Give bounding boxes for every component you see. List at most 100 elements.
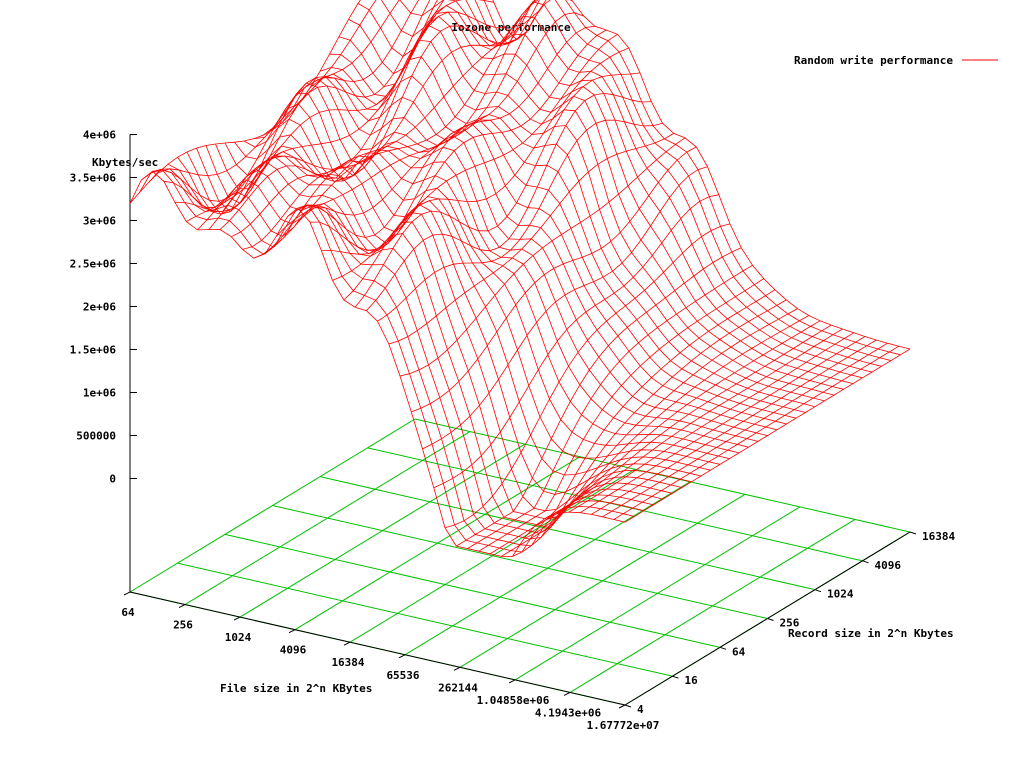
surface-line-row <box>139 169 635 553</box>
x-tick-mark <box>398 654 406 659</box>
y-tick-mark <box>672 675 679 679</box>
base-grid <box>129 418 911 706</box>
surface-line-col <box>231 25 517 238</box>
grid-line-y <box>224 533 721 648</box>
z-tick-label: 2.5e+06 <box>70 257 117 270</box>
surface-line-col <box>411 146 697 413</box>
z-tick-label: 1e+06 <box>83 386 116 399</box>
surface-line-col <box>388 133 675 345</box>
legend-label: Random write performance <box>794 54 953 67</box>
x-tick-mark <box>343 641 351 646</box>
z-tick-label: 1.5e+06 <box>70 343 117 356</box>
surface-line-col <box>287 0 573 217</box>
grid-line-y <box>272 505 768 619</box>
chart-title: Iozone performance <box>451 21 571 34</box>
surface-line-col <box>456 247 742 547</box>
surface-line-col <box>501 299 787 557</box>
surface-line-row <box>348 15 844 390</box>
y-tick-mark <box>909 531 917 535</box>
surface-line-col <box>489 289 776 555</box>
y-tick-label: 256 <box>780 617 800 630</box>
x-tick-label: 1.04858e+06 <box>477 694 550 707</box>
surface-line-col <box>444 223 731 529</box>
surface-line-col <box>568 332 855 513</box>
surface-mesh <box>129 0 911 557</box>
surface-line-col <box>613 345 900 520</box>
x-tick-label: 4096 <box>280 644 307 657</box>
surface-line-row <box>492 0 911 350</box>
x-axis-label: File size in 2^n KBytes <box>220 682 372 695</box>
grid-line-y <box>414 418 911 533</box>
z-axis-label: Kbytes/sec <box>92 156 158 169</box>
y-tick-mark <box>862 560 869 564</box>
surface-line-col <box>152 0 400 202</box>
surface-line-col <box>591 339 877 515</box>
surface-line-col <box>478 278 765 552</box>
y-tick-label: 1024 <box>827 588 854 601</box>
surface-line-col <box>624 348 911 523</box>
surface-line-col <box>467 264 753 549</box>
surface-line-col <box>298 12 584 238</box>
surface-line-col <box>276 0 536 237</box>
x-axis-line <box>129 591 626 706</box>
surface-line-col <box>163 0 420 215</box>
y-tick-mark <box>767 618 774 621</box>
surface-line-col <box>512 308 798 557</box>
x-tick-mark <box>288 629 296 634</box>
surface-line-col <box>523 315 809 540</box>
y-tick-label: 64 <box>732 645 746 658</box>
surface-line-col <box>343 47 629 301</box>
surface-line-col <box>175 0 431 213</box>
surface-line-row <box>167 163 664 534</box>
surface-line-row <box>234 134 730 460</box>
x-tick-label: 16384 <box>331 656 364 669</box>
surface-line-col <box>253 10 540 259</box>
surface-line-col <box>197 0 445 231</box>
grid-line-y <box>367 447 863 562</box>
y-tick-mark <box>814 589 822 593</box>
x-tick-label: 64 <box>121 606 135 619</box>
surface-line-col <box>242 30 528 250</box>
z-tick-label: 3e+06 <box>83 214 116 227</box>
surface-line-col <box>534 320 821 527</box>
y-tick-label: 4 <box>637 703 644 716</box>
surface-line-col <box>219 11 506 230</box>
surface-line-col <box>602 342 888 518</box>
surface-line-col <box>422 166 708 450</box>
x-tick-label: 256 <box>173 619 193 632</box>
grid-line-y <box>177 562 673 677</box>
surface-line-col <box>579 336 866 514</box>
surface-line-col <box>557 328 843 514</box>
surface-line-col <box>366 92 652 311</box>
y-tick-label: 16 <box>685 674 699 687</box>
y-ticks: 4 16 64 256 1024 4096 16384 <box>624 530 955 716</box>
x-tick-label: 1024 <box>225 631 252 644</box>
z-ticks: 0 500000 1e+06 1.5e+06 2e+06 2.5e+06 3e+06 3.5e… <box>70 128 137 485</box>
y-axis-label: Record size in 2^n Kbytes <box>788 627 954 640</box>
x-tick-label: 262144 <box>438 681 478 694</box>
y-tick-mark <box>719 646 727 650</box>
x-ticks: 64 256 1024 4096 16384 65536 2621441.04858e+06… <box>121 591 659 732</box>
z-tick-label: 3.5e+06 <box>70 171 117 184</box>
surface-line-row <box>357 3 854 384</box>
surface-line-col <box>321 29 607 255</box>
z-tick-label: 2e+06 <box>83 300 116 313</box>
surface-line-col <box>546 324 832 518</box>
surface-line-col <box>433 194 719 489</box>
surface-line-row <box>380 0 863 379</box>
grid-line-y <box>319 476 816 591</box>
surface-line-row <box>253 103 749 448</box>
surface-line-row <box>129 170 626 557</box>
x-tick-mark <box>508 679 516 684</box>
surface-line-col <box>141 0 377 181</box>
surface-line-row <box>196 147 692 512</box>
surface-line-col <box>310 25 596 251</box>
z-tick-label: 500000 <box>76 429 116 442</box>
surface-line-col <box>332 33 618 281</box>
surface-line-col <box>208 0 494 230</box>
surface-line-col <box>399 137 686 377</box>
x-tick-mark <box>563 691 571 696</box>
surface-line-col <box>377 119 663 322</box>
x-tick-mark <box>178 604 186 609</box>
